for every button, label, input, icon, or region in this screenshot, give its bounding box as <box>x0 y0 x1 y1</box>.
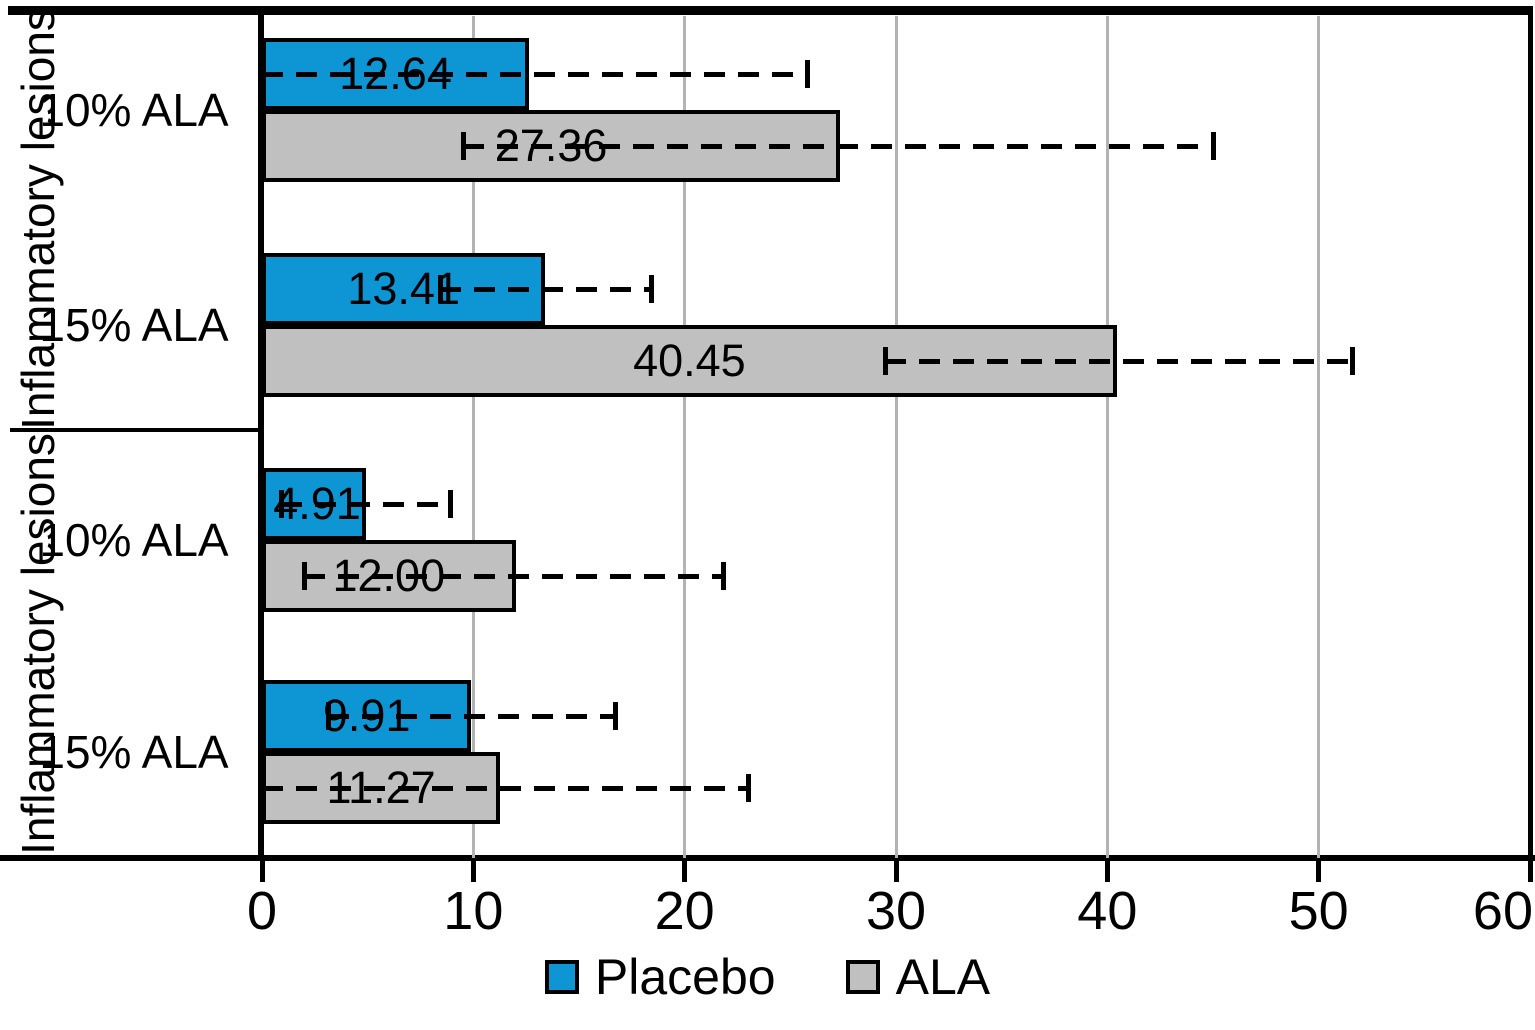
error-bar-cap-left <box>325 702 331 730</box>
y-axis-line <box>258 6 264 861</box>
x-tick-label: 20 <box>654 881 715 941</box>
category-label: 10% ALA <box>39 514 229 566</box>
x-axis-line <box>0 855 1535 861</box>
error-bar <box>262 71 808 77</box>
x-tick-label: 0 <box>246 881 278 941</box>
legend-item-placebo: Placebo <box>544 949 776 1005</box>
x-tick-label: 60 <box>1472 881 1533 941</box>
group-label: Inflammatory lesions <box>12 8 64 430</box>
error-bar <box>885 358 1353 364</box>
value-label: 11.27 <box>326 762 436 813</box>
error-bar-cap-right <box>1350 347 1356 375</box>
error-bar-cap-left <box>260 774 265 802</box>
error-bar <box>439 286 651 292</box>
error-bar-cap-right <box>746 774 752 802</box>
error-bar-cap-left <box>883 347 889 375</box>
x-tick-label: 50 <box>1288 881 1349 941</box>
x-tick <box>1104 861 1110 882</box>
legend-item-ala: ALA <box>845 949 991 1005</box>
plot-area: 12.64 27.36 13.41 40.45 4.91 12.00 9.91 11.27 <box>260 8 1530 858</box>
error-bar <box>262 785 749 791</box>
x-tick-label: 10 <box>443 881 504 941</box>
error-bar-cap-right <box>1211 132 1216 160</box>
plot-top-border <box>8 6 1533 15</box>
value-label: 4.91 <box>273 478 361 529</box>
error-bar <box>281 501 451 507</box>
gridline <box>471 16 475 858</box>
x-tick <box>1527 861 1533 882</box>
value-label: 12.64 <box>339 48 452 99</box>
x-tick <box>682 861 688 882</box>
category-label: 10% ALA <box>39 84 229 136</box>
x-tick-label: 30 <box>865 881 927 941</box>
error-bar-cap-right <box>648 275 654 303</box>
x-tick <box>470 861 476 882</box>
category-label: 15% ALA <box>39 726 229 778</box>
group-label: Inflammatory lesions <box>12 433 64 855</box>
error-bar-cap-right <box>448 490 454 518</box>
error-bar-cap-right <box>805 60 811 88</box>
error-bar-cap-left <box>260 60 265 88</box>
ala-swatch-icon <box>845 960 880 994</box>
x-tick <box>259 861 265 882</box>
error-bar-cap-left <box>279 490 285 518</box>
group-separator-line <box>10 428 262 432</box>
x-tick <box>893 861 899 882</box>
value-label: 13.41 <box>347 263 460 314</box>
error-bar <box>304 573 723 579</box>
gridline <box>683 16 687 858</box>
value-label: 12.00 <box>332 550 446 601</box>
error-bar-cap-left <box>437 275 443 303</box>
value-label: 40.45 <box>633 335 746 386</box>
legend-label-ala: ALA <box>895 949 991 1005</box>
plot-right-border <box>1528 6 1533 861</box>
gridline <box>1317 16 1321 858</box>
error-bar-cap-right <box>612 702 618 730</box>
error-bar-cap-left <box>302 562 308 590</box>
value-label: 9.91 <box>322 690 411 741</box>
error-bar <box>327 713 615 719</box>
gridline <box>894 16 898 858</box>
placebo-swatch-icon <box>544 960 579 994</box>
x-tick-label: 40 <box>1077 881 1138 941</box>
category-label: 15% ALA <box>39 299 229 351</box>
x-tick <box>1316 861 1322 882</box>
error-bar-cap-left <box>460 132 466 160</box>
gridline <box>1105 16 1109 858</box>
legend-label-placebo: Placebo <box>594 949 776 1005</box>
value-label: 27.36 <box>494 120 608 171</box>
legend: Placebo ALA <box>0 952 1535 1002</box>
error-bar <box>462 143 1213 149</box>
error-bar-cap-right <box>720 562 726 590</box>
